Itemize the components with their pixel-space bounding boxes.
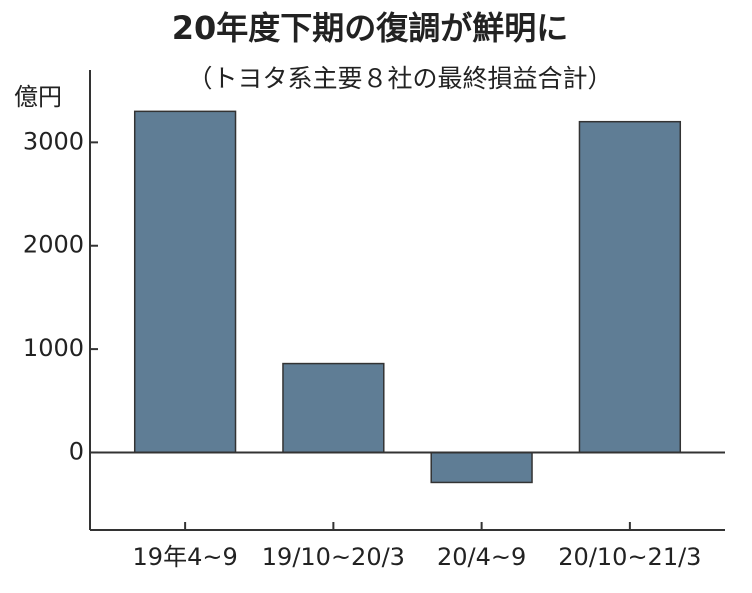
x-tick-label: 20/4~9 (437, 543, 526, 571)
chart-subtitle: （トヨタ系主要８社の最終損益合計） (187, 64, 612, 93)
bar (578, 120, 682, 454)
x-tick-label: 19/10~20/3 (262, 543, 405, 571)
y-axis-label: 億円 (14, 83, 62, 111)
x-tick-label: 19年4~9 (133, 543, 238, 571)
y-tick-label: 2000 (23, 231, 84, 259)
y-tick-label: 1000 (23, 334, 84, 362)
bar (282, 362, 385, 454)
y-tick-label: 3000 (23, 127, 84, 155)
y-tick-label: 0 (69, 437, 84, 465)
x-tick-label: 20/10~21/3 (558, 543, 701, 571)
bar (430, 451, 533, 484)
chart-title: 20年度下期の復調が鮮明に (172, 9, 569, 47)
bar (133, 110, 237, 454)
